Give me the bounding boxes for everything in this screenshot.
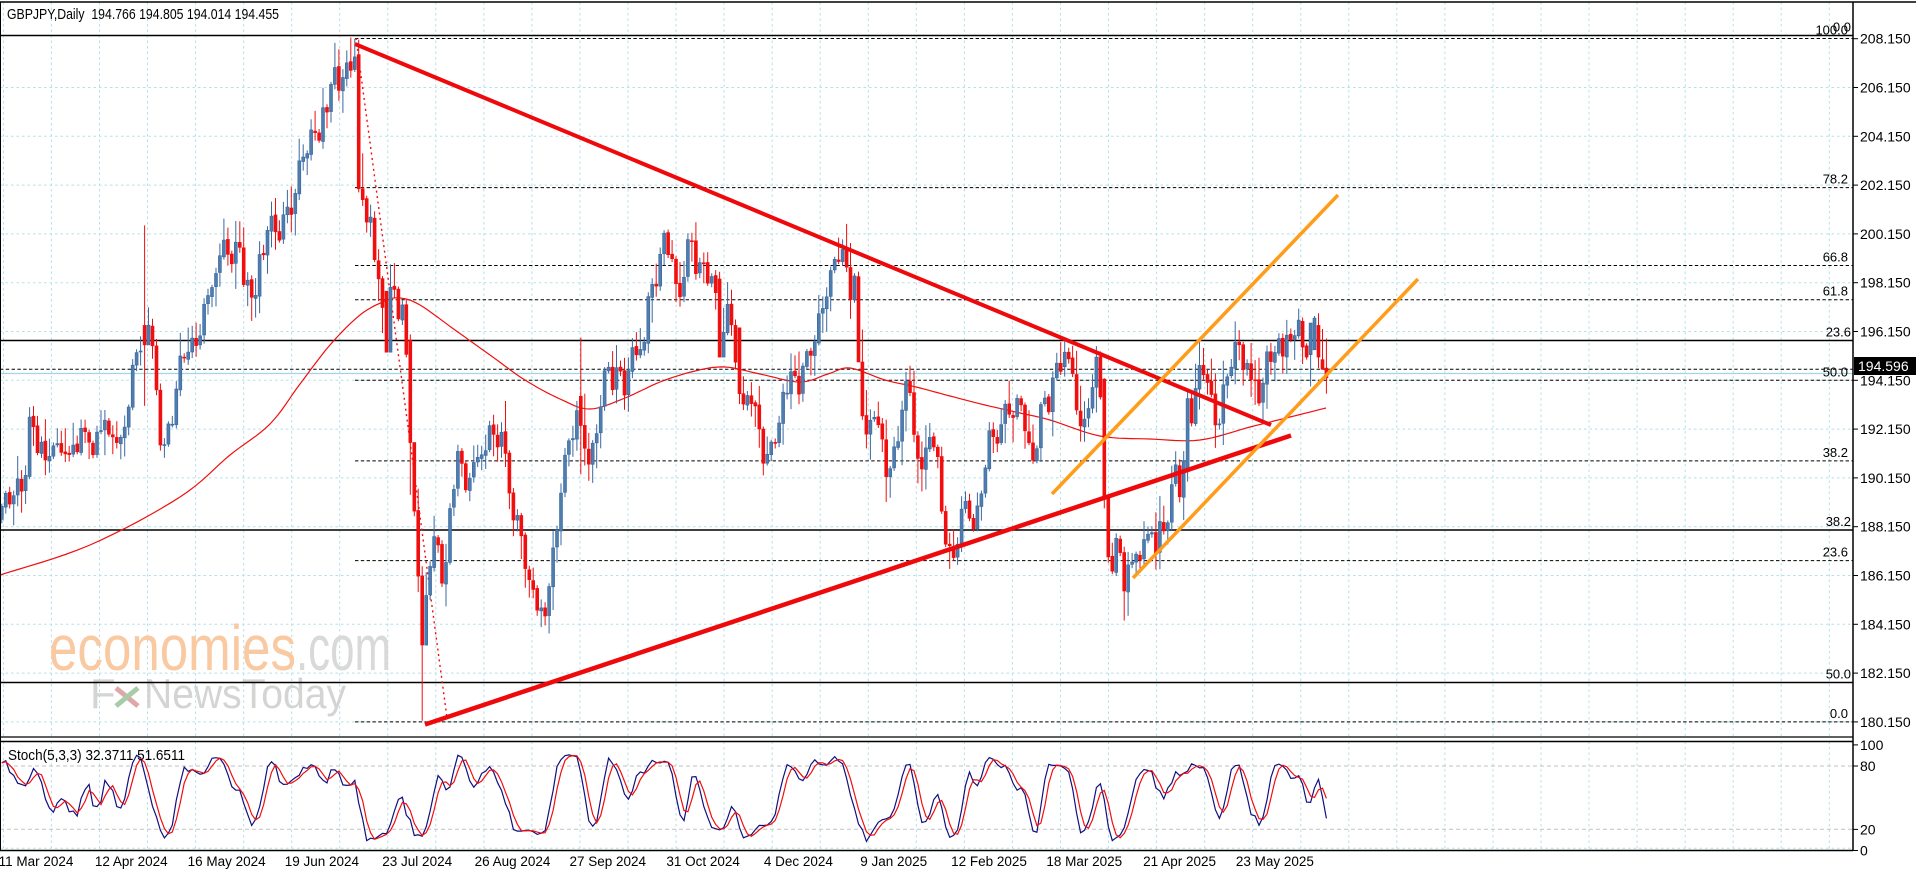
svg-text:198.150: 198.150 [1860,275,1911,291]
svg-text:economies: economies [49,612,296,684]
svg-text:F: F [90,670,116,717]
svg-text:23.6: 23.6 [1826,325,1851,340]
svg-text:182.150: 182.150 [1860,665,1911,681]
svg-text:19 Jun 2024: 19 Jun 2024 [285,854,360,869]
svg-text:11 Mar 2024: 11 Mar 2024 [0,854,74,869]
svg-text:18 Mar 2025: 18 Mar 2025 [1046,854,1122,869]
svg-text:21 Apr 2025: 21 Apr 2025 [1143,854,1216,869]
svg-text:80: 80 [1860,758,1876,774]
svg-text:192.150: 192.150 [1860,421,1911,437]
svg-text:16 May 2024: 16 May 2024 [188,854,267,869]
svg-text:78.2: 78.2 [1823,172,1848,187]
svg-text:27 Sep 2024: 27 Sep 2024 [570,854,647,869]
svg-text:23 May 2025: 23 May 2025 [1236,854,1314,869]
svg-text:Stoch(5,3,3) 32.3711 51.6511: Stoch(5,3,3) 32.3711 51.6511 [8,747,185,764]
svg-text:GBPJPY,Daily 194.766 194.805: GBPJPY,Daily 194.766 194.805 194.014 194… [7,6,279,23]
svg-text:31 Oct 2024: 31 Oct 2024 [666,854,740,869]
svg-text:66.8: 66.8 [1823,250,1848,265]
svg-text:.com: .com [296,612,391,684]
svg-text:26 Aug 2024: 26 Aug 2024 [475,854,551,869]
svg-text:12 Feb 2025: 12 Feb 2025 [951,854,1027,869]
svg-text:23 Jul 2024: 23 Jul 2024 [382,854,452,869]
svg-text:202.150: 202.150 [1860,177,1911,193]
svg-text:23.6: 23.6 [1823,545,1848,560]
svg-text:50.0: 50.0 [1823,364,1848,379]
svg-text:100.0: 100.0 [1815,23,1848,38]
svg-text:204.150: 204.150 [1860,128,1911,144]
svg-text:50.0: 50.0 [1826,667,1851,682]
svg-text:208.150: 208.150 [1860,31,1911,47]
svg-text:180.150: 180.150 [1860,714,1911,730]
svg-text:12 Apr 2024: 12 Apr 2024 [95,854,168,869]
svg-text:NewsToday: NewsToday [144,670,346,717]
svg-text:200.150: 200.150 [1860,226,1911,242]
svg-text:184.150: 184.150 [1860,616,1911,632]
svg-text:188.150: 188.150 [1860,519,1911,535]
svg-text:0.0: 0.0 [1833,20,1851,35]
svg-text:9 Jan 2025: 9 Jan 2025 [860,854,927,869]
svg-text:61.8: 61.8 [1823,284,1848,299]
svg-text:100: 100 [1860,737,1884,753]
svg-text:38.2: 38.2 [1826,514,1851,529]
svg-text:196.150: 196.150 [1860,324,1911,340]
svg-text:194.596: 194.596 [1858,358,1909,374]
svg-text:0.0: 0.0 [1830,706,1848,721]
svg-text:194.150: 194.150 [1860,372,1911,388]
svg-text:186.150: 186.150 [1860,568,1911,584]
svg-text:20: 20 [1860,821,1876,837]
svg-text:0: 0 [1860,843,1868,859]
svg-text:4 Dec 2024: 4 Dec 2024 [764,854,834,869]
svg-text:38.2: 38.2 [1823,445,1848,460]
svg-text:190.150: 190.150 [1860,470,1911,486]
svg-text:206.150: 206.150 [1860,80,1911,96]
